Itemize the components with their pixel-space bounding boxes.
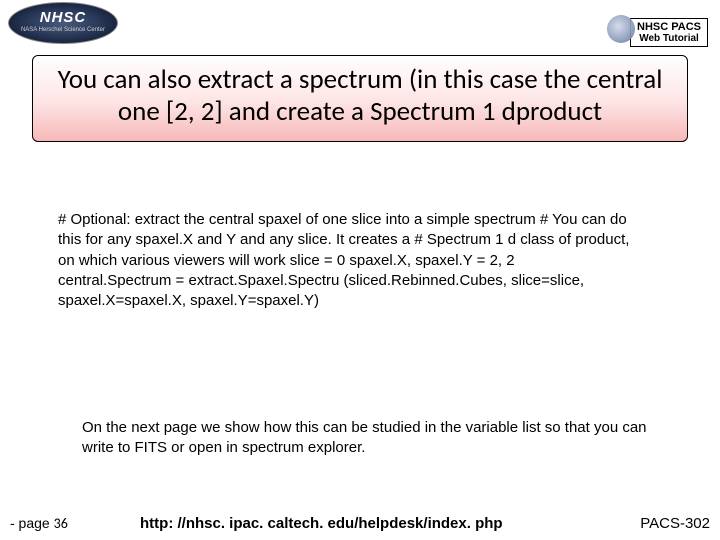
- footer-page-prefix: - page: [10, 515, 54, 531]
- footer: - page 36 http: //nhsc. ipac. caltech. e…: [0, 510, 720, 532]
- title-box: You can also extract a spectrum (in this…: [32, 55, 688, 142]
- header-label-line2: Web Tutorial: [637, 33, 701, 44]
- footer-code: PACS-302: [640, 515, 710, 532]
- header-label-box: NHSC PACS Web Tutorial: [630, 18, 708, 47]
- footer-page-number: 36: [54, 515, 68, 532]
- nhsc-logo: NHSC NASA Herschel Science Center: [8, 2, 118, 50]
- header-label-line1: NHSC PACS: [637, 21, 701, 33]
- logo-ellipse: NHSC NASA Herschel Science Center: [8, 2, 118, 44]
- code-block: # Optional: extract the central spaxel o…: [58, 210, 630, 311]
- logo-text: NHSC: [9, 9, 117, 26]
- logo-subtext: NASA Herschel Science Center: [9, 27, 117, 33]
- slide-title: You can also extract a spectrum (in this…: [53, 64, 667, 129]
- footer-url: http: //nhsc. ipac. caltech. edu/helpdes…: [140, 515, 503, 532]
- note-text: On the next page we show how this can be…: [82, 418, 648, 459]
- footer-page: - page 36: [10, 515, 68, 532]
